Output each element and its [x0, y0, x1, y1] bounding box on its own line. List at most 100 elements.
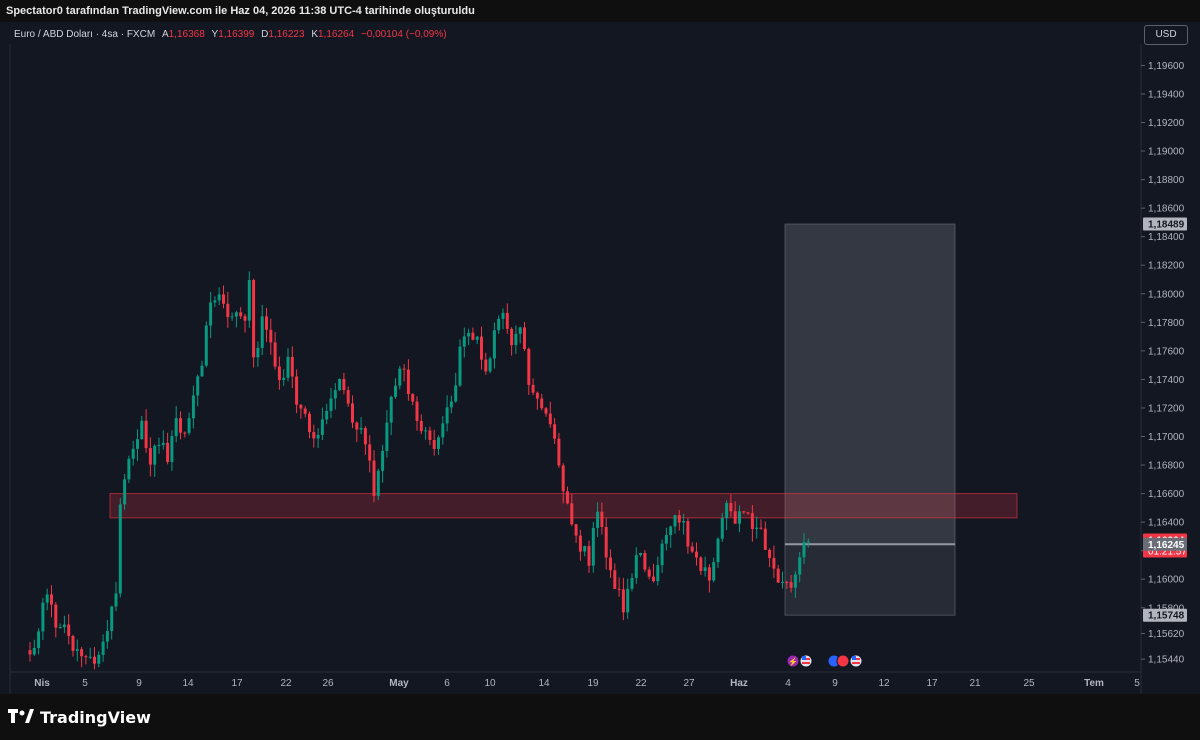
candle — [746, 511, 750, 515]
tradingview-logo[interactable]: TradingView — [8, 706, 151, 728]
candle-body — [84, 656, 88, 658]
snapshot-caption: Spectator0 tarafından TradingView.com il… — [6, 5, 475, 17]
candle — [634, 547, 638, 584]
candle — [484, 352, 488, 375]
y-tick-label: 1,19400 — [1148, 89, 1185, 100]
candle-body — [372, 460, 376, 496]
candle-body — [247, 280, 251, 321]
event-us-flag-icon[interactable] — [799, 654, 813, 668]
candle-body — [127, 458, 131, 480]
candle-body — [226, 303, 230, 317]
price-label-value: 1,16245 — [1148, 540, 1185, 551]
symbol-name[interactable]: Euro / ABD Doları · 4sa · FXCM — [14, 29, 156, 40]
candle-body — [217, 294, 221, 301]
candle — [200, 360, 204, 377]
candle — [699, 556, 703, 576]
event-eu-flag-icon[interactable] — [827, 654, 841, 668]
candle-body — [535, 392, 539, 399]
candle-body — [411, 394, 415, 402]
y-tick-label: 1,17600 — [1148, 346, 1185, 357]
candle — [131, 440, 135, 466]
currency-button[interactable]: USD — [1144, 25, 1188, 45]
candle-body — [41, 602, 45, 632]
candle-body — [798, 557, 802, 575]
candle — [385, 410, 389, 458]
candle-body — [729, 503, 733, 512]
projection-box-lower[interactable] — [784, 543, 956, 616]
candle-body — [591, 527, 595, 566]
candle-body — [467, 332, 471, 337]
candle-body — [243, 316, 247, 321]
candle — [553, 417, 557, 444]
candle-body — [37, 631, 41, 649]
x-tick-label: 9 — [832, 678, 838, 689]
candle-body — [187, 418, 191, 433]
candle — [333, 383, 337, 410]
candle-body — [621, 589, 625, 613]
x-tick-label: 22 — [280, 678, 292, 689]
candle — [707, 564, 711, 593]
flag-stripe — [852, 658, 860, 660]
event-lightning-icon[interactable]: ⚡ — [786, 654, 800, 668]
candle-body — [561, 465, 565, 492]
candle — [67, 614, 71, 645]
candle-body — [548, 413, 552, 425]
candle — [763, 521, 767, 550]
bar-countdown: 01:21:57 — [1148, 547, 1187, 558]
candle — [234, 310, 238, 328]
candle-body — [570, 503, 574, 525]
candle — [677, 509, 681, 531]
candle-body — [707, 567, 711, 581]
candle — [329, 388, 333, 419]
y-tick-label: 1,18400 — [1148, 232, 1185, 243]
top-caption-bar: Spectator0 tarafından TradingView.com il… — [0, 0, 1200, 22]
candle — [183, 431, 187, 438]
candle-body — [45, 594, 49, 603]
event-red-flag-icon[interactable] — [836, 654, 850, 668]
candle-body — [230, 316, 234, 318]
candle — [123, 473, 127, 510]
candle-body — [329, 398, 333, 411]
candle — [639, 552, 643, 557]
symbol-info: Euro / ABD Doları · 4sa · FXCM A1,16368 … — [14, 29, 447, 40]
y-tick-label: 1,18000 — [1148, 289, 1185, 300]
candle-body — [299, 404, 303, 409]
event-marker-circle — [799, 654, 813, 668]
candle — [325, 403, 329, 425]
low-label: D — [261, 29, 269, 40]
candle — [621, 577, 625, 621]
close-value: 1,16264 — [318, 29, 355, 40]
candle-body — [763, 528, 767, 550]
candle-body — [656, 565, 660, 582]
resistance-zone[interactable] — [109, 493, 1018, 519]
candle — [600, 502, 604, 535]
candle-body — [682, 521, 686, 523]
candle — [776, 565, 780, 584]
candle-body — [789, 582, 793, 588]
projection-box-upper[interactable] — [784, 223, 956, 545]
candle-body — [333, 390, 337, 399]
event-us-flag-icon-2[interactable] — [849, 654, 863, 668]
candle-body — [437, 437, 440, 449]
candle — [269, 318, 273, 355]
candle-body — [166, 442, 170, 462]
candle — [716, 537, 720, 568]
candle — [720, 513, 724, 542]
candle-body — [419, 420, 423, 432]
candle-body — [458, 346, 462, 386]
candle-body — [424, 430, 428, 432]
candle — [467, 328, 471, 346]
candle — [196, 374, 200, 407]
price-label-bg — [1143, 537, 1187, 551]
candle-body — [179, 418, 182, 433]
candle-body — [394, 385, 397, 397]
candle-body — [720, 518, 724, 539]
candle — [277, 356, 281, 390]
candle — [695, 542, 698, 566]
candle — [531, 378, 535, 396]
candle-body — [75, 649, 79, 651]
x-tick-label: 14 — [182, 678, 194, 689]
y-tick-label: 1,15620 — [1148, 629, 1185, 640]
candle — [578, 529, 582, 561]
